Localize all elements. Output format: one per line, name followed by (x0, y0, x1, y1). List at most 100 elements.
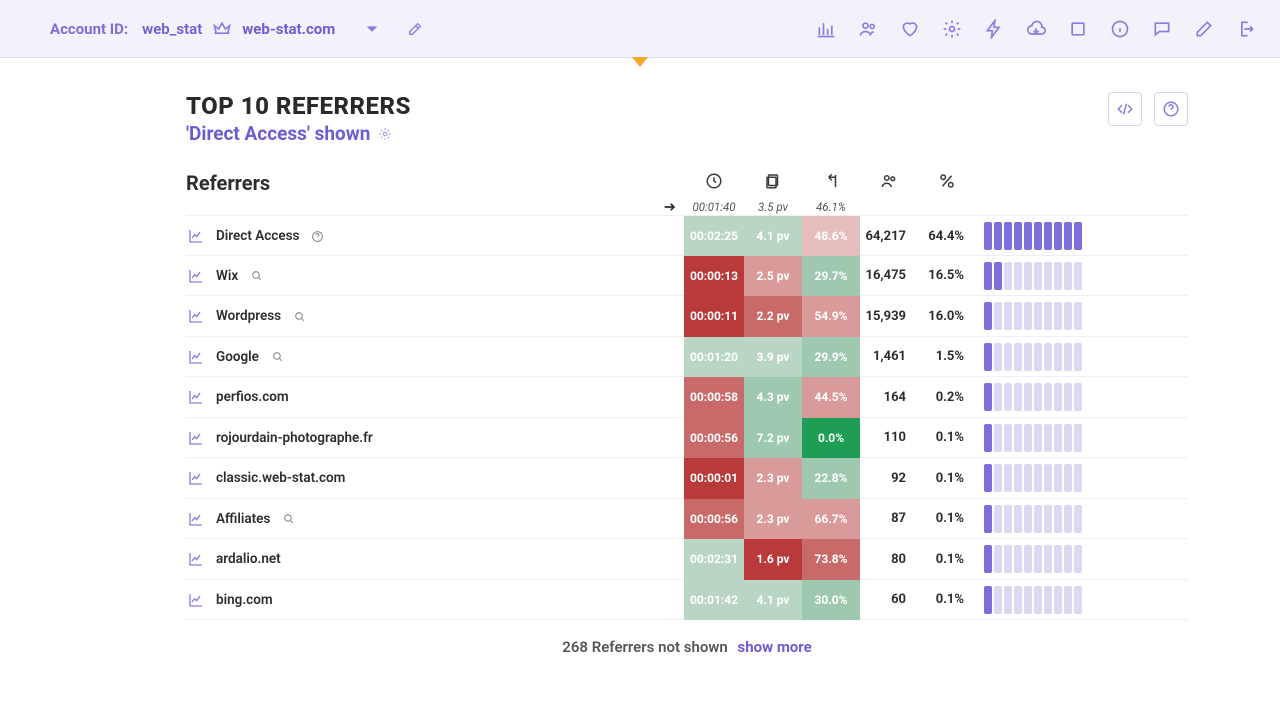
spark-bar (1014, 222, 1022, 250)
settings-icon[interactable] (942, 19, 962, 39)
spark-bar (1004, 383, 1012, 411)
search-icon[interactable] (250, 269, 263, 282)
row-chart-icon[interactable] (188, 470, 204, 486)
summary-time: 00:01:40 (684, 200, 744, 214)
row-chart-icon[interactable] (188, 228, 204, 244)
spark-bar (1024, 505, 1032, 533)
help-button[interactable] (1154, 92, 1188, 126)
cloud-download-icon[interactable] (1026, 19, 1046, 39)
account-id-label: Account ID: (50, 20, 128, 38)
row-chart-icon[interactable] (188, 551, 204, 567)
cell-percent: 16.5% (918, 268, 976, 283)
subtitle-text: 'Direct Access' shown (186, 122, 370, 145)
summary-bounce: 46.1% (802, 200, 860, 214)
cell-visits: 164 (860, 390, 918, 405)
search-icon[interactable] (282, 512, 295, 525)
column-visitors-icon[interactable] (860, 172, 918, 190)
info-icon[interactable] (1110, 19, 1130, 39)
table-row[interactable]: perfios.com00:00:584.3 pv44.5%1640.2% (186, 377, 1188, 418)
cell-visits: 92 (860, 471, 918, 486)
row-chart-icon[interactable] (188, 349, 204, 365)
cell-bounce: 54.9% (802, 296, 860, 337)
row-chart-icon[interactable] (188, 268, 204, 284)
row-chart-icon[interactable] (188, 389, 204, 405)
spark-bar (1064, 343, 1072, 371)
table-row[interactable]: Google00:01:203.9 pv29.9%1,4611.5% (186, 337, 1188, 378)
spark-bar (994, 383, 1002, 411)
spark-bar (1054, 505, 1062, 533)
search-icon[interactable] (271, 350, 284, 363)
cell-pv: 7.2 pv (744, 418, 802, 459)
referrer-name: classic.web-stat.com (216, 470, 345, 486)
spark-bar (1034, 545, 1042, 573)
row-chart-icon[interactable] (188, 430, 204, 446)
spark-bar (1034, 586, 1042, 614)
column-time-icon[interactable] (684, 172, 744, 190)
search-icon[interactable] (293, 310, 306, 323)
column-pageviews-icon[interactable] (744, 172, 802, 190)
summary-pv: 3.5 pv (744, 200, 802, 214)
spark-bar (1034, 424, 1042, 452)
spark-bar (1004, 586, 1012, 614)
spark-bar (1024, 545, 1032, 573)
cell-bounce: 48.6% (802, 216, 860, 257)
bolt-icon[interactable] (984, 19, 1004, 39)
table-row[interactable]: ardalio.net00:02:311.6 pv73.8%800.1% (186, 539, 1188, 580)
edit-account-icon[interactable] (407, 21, 423, 37)
spark-bars (976, 505, 1096, 533)
help-icon[interactable] (311, 230, 324, 243)
code-button[interactable] (1108, 92, 1142, 126)
cell-bounce: 29.7% (802, 256, 860, 297)
footer-hidden-text: 268 Referrers not shown (562, 638, 728, 656)
spark-bar (1054, 545, 1062, 573)
logout-icon[interactable] (1236, 19, 1256, 39)
spark-bar (994, 586, 1002, 614)
spark-bar (1074, 586, 1082, 614)
account-dropdown-caret[interactable] (365, 22, 379, 36)
spark-bars (976, 222, 1096, 250)
heart-icon[interactable] (900, 19, 920, 39)
column-percent-icon[interactable] (918, 172, 976, 190)
show-more-link[interactable]: show more (738, 638, 812, 656)
referrers-table: Referrers 00:01:40 3.5 pv 46.1% Direct A… (186, 163, 1188, 620)
row-chart-icon[interactable] (188, 511, 204, 527)
spark-bar (1034, 383, 1042, 411)
subtitle-settings-icon[interactable] (378, 127, 392, 141)
spark-bar (994, 262, 1002, 290)
spark-bar (1054, 302, 1062, 330)
referrer-name: bing.com (216, 592, 273, 608)
spark-bar (1074, 545, 1082, 573)
referrer-name: Google (216, 349, 259, 365)
cell-bounce: 29.9% (802, 337, 860, 378)
row-chart-icon[interactable] (188, 592, 204, 608)
spark-bar (994, 302, 1002, 330)
table-row[interactable]: Wix00:00:132.5 pv29.7%16,47516.5% (186, 256, 1188, 297)
account-selector[interactable]: Account ID: web_stat web-stat.com (50, 19, 423, 39)
cell-bounce: 66.7% (802, 499, 860, 540)
spark-bar (1064, 302, 1072, 330)
cell-time: 00:01:20 (684, 337, 744, 378)
cell-pv: 1.6 pv (744, 539, 802, 580)
column-bounce-icon[interactable] (802, 172, 860, 190)
spark-bar (1064, 586, 1072, 614)
table-row[interactable]: bing.com00:01:424.1 pv30.0%600.1% (186, 580, 1188, 621)
users-icon[interactable] (858, 19, 878, 39)
table-row[interactable]: Direct Access00:02:254.1 pv48.6%64,21764… (186, 215, 1188, 256)
cell-percent: 64.4% (918, 229, 976, 244)
cell-pv: 2.3 pv (744, 458, 802, 499)
table-row[interactable]: classic.web-stat.com00:00:012.3 pv22.8%9… (186, 458, 1188, 499)
table-row[interactable]: Affiliates00:00:562.3 pv66.7%870.1% (186, 499, 1188, 540)
spark-bar (984, 505, 992, 533)
spark-bars (976, 383, 1096, 411)
chat-icon[interactable] (1152, 19, 1172, 39)
square-icon[interactable] (1068, 19, 1088, 39)
compose-icon[interactable] (1194, 19, 1214, 39)
referrer-name: perfios.com (216, 389, 289, 405)
table-row[interactable]: rojourdain-photographe.fr00:00:567.2 pv0… (186, 418, 1188, 459)
row-chart-icon[interactable] (188, 308, 204, 324)
spark-bar (984, 262, 992, 290)
spark-bar (1004, 505, 1012, 533)
spark-bar (984, 586, 992, 614)
stats-icon[interactable] (816, 19, 836, 39)
table-row[interactable]: Wordpress00:00:112.2 pv54.9%15,93916.0% (186, 296, 1188, 337)
